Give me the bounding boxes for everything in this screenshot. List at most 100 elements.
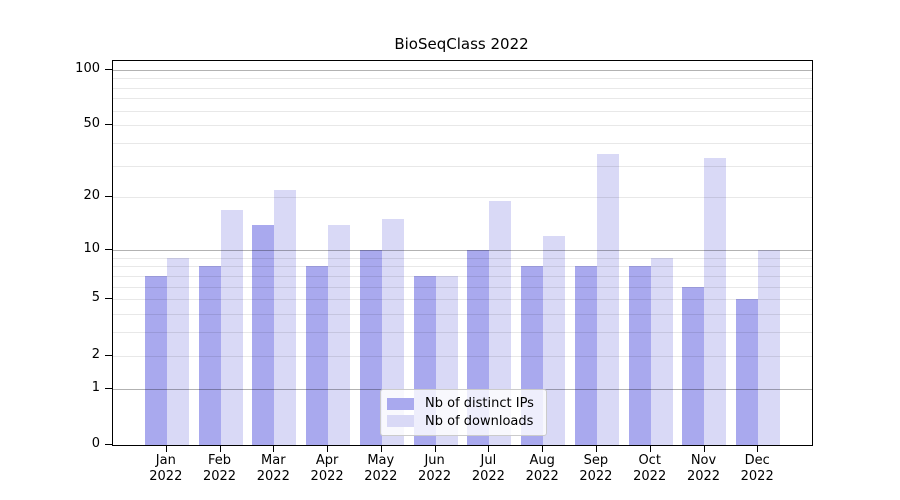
- gridline-80: [113, 87, 812, 89]
- bar-distinct-ips-mar: [252, 224, 275, 445]
- x-tick-jul: [488, 445, 490, 452]
- x-tick-nov: [703, 445, 705, 452]
- x-tick-label-year: 2022: [525, 468, 559, 484]
- legend-swatch-distinct-ips: [387, 397, 414, 410]
- bar-downloads-feb: [220, 209, 243, 445]
- y-tick-5: [105, 298, 112, 300]
- x-tick-label-month: Dec: [744, 453, 770, 468]
- legend-label-distinct-ips: Nb of distinct IPs: [425, 396, 534, 412]
- y-tick-label-2: 2: [91, 346, 100, 362]
- x-tick-label-jan: Jan 2022: [136, 453, 196, 484]
- y-tick-label-50: 50: [83, 116, 100, 132]
- y-tick-10: [105, 248, 112, 250]
- bar-downloads-jan: [166, 257, 189, 445]
- plot-area: [112, 60, 813, 446]
- gridline-8: [113, 266, 812, 268]
- y-tick-100: [105, 68, 112, 70]
- gridline-6: [113, 286, 812, 288]
- x-tick-label-aug: Aug 2022: [512, 453, 572, 484]
- x-tick-label-may: May 2022: [351, 453, 411, 484]
- y-tick-1: [105, 387, 112, 389]
- x-tick-label-month: Apr: [315, 453, 339, 468]
- y-tick-50: [105, 124, 112, 126]
- x-tick-label-year: 2022: [202, 468, 237, 484]
- x-tick-label-year: 2022: [740, 468, 774, 484]
- bar-distinct-ips-dec: [736, 299, 759, 445]
- bar-downloads-mar: [274, 189, 297, 445]
- y-tick-label-10: 10: [83, 240, 100, 256]
- x-tick-label-apr: Apr 2022: [297, 453, 357, 484]
- gridline-10: [113, 249, 812, 251]
- x-tick-label-jun: Jun 2022: [405, 453, 465, 484]
- gridline-40: [113, 142, 812, 144]
- x-tick-label-month: Sep: [583, 453, 609, 468]
- x-tick-label-year: 2022: [310, 468, 344, 484]
- bar-downloads-apr: [328, 224, 351, 445]
- y-tick-label-1: 1: [91, 379, 100, 395]
- y-tick-label-5: 5: [91, 290, 100, 306]
- x-tick-mar: [273, 445, 275, 452]
- x-tick-label-month: May: [367, 453, 395, 468]
- x-tick-label-month: Nov: [690, 453, 717, 468]
- bar-distinct-ips-apr: [306, 266, 329, 445]
- gridline-50: [113, 125, 812, 127]
- bar-distinct-ips-sep: [574, 266, 597, 445]
- x-tick-label-year: 2022: [579, 468, 613, 484]
- x-tick-jun: [434, 445, 436, 452]
- legend-label-downloads: Nb of downloads: [425, 413, 534, 429]
- x-tick-label-year: 2022: [149, 468, 183, 484]
- y-tick-2: [105, 354, 112, 356]
- gridline-3: [113, 332, 812, 334]
- x-tick-label-year: 2022: [686, 468, 721, 484]
- gridline-7: [113, 275, 812, 277]
- x-tick-sep: [595, 445, 597, 452]
- x-tick-label-feb: Feb 2022: [190, 453, 250, 484]
- x-tick-label-year: 2022: [633, 468, 667, 484]
- x-tick-may: [380, 445, 382, 452]
- x-tick-label-month: Jun: [424, 453, 445, 468]
- x-tick-label-year: 2022: [256, 468, 290, 484]
- legend: Nb of distinct IPs Nb of downloads: [380, 389, 547, 436]
- x-tick-label-mar: Mar 2022: [243, 453, 303, 484]
- bar-distinct-ips-nov: [682, 286, 705, 445]
- x-tick-label-month: Oct: [638, 453, 661, 468]
- bar-downloads-jul: [489, 201, 512, 445]
- x-tick-label-month: Mar: [261, 453, 286, 468]
- gridline-4: [113, 314, 812, 316]
- x-tick-apr: [327, 445, 329, 452]
- gridline-20: [113, 197, 812, 199]
- y-tick-label-0: 0: [91, 436, 100, 451]
- x-tick-label-year: 2022: [471, 468, 505, 484]
- x-tick-label-sep: Sep 2022: [566, 453, 626, 484]
- y-tick-0: [105, 444, 112, 445]
- x-tick-label-month: Jan: [155, 453, 176, 468]
- gridline-90: [113, 78, 812, 79]
- y-tick-label-100: 100: [75, 60, 100, 76]
- x-tick-label-nov: Nov 2022: [674, 453, 734, 484]
- legend-item-distinct-ips: Nb of distinct IPs: [387, 395, 540, 413]
- gridline-70: [113, 98, 812, 100]
- x-tick-label-jul: Jul 2022: [458, 453, 518, 484]
- bar-downloads-may: [381, 219, 404, 445]
- x-tick-jan: [165, 445, 167, 452]
- bar-downloads-aug: [543, 236, 566, 445]
- x-tick-label-month: Aug: [529, 453, 555, 468]
- x-tick-label-oct: Oct 2022: [620, 453, 680, 484]
- x-tick-aug: [542, 445, 544, 452]
- y-tick-label-20: 20: [83, 188, 100, 204]
- x-tick-feb: [219, 445, 221, 452]
- gridline-60: [113, 110, 812, 112]
- bar-downloads-oct: [650, 257, 673, 445]
- chart-title: BioSeqClass 2022: [394, 35, 529, 53]
- gridline-9: [113, 257, 812, 259]
- x-tick-label-year: 2022: [418, 468, 452, 484]
- x-tick-label-year: 2022: [364, 468, 398, 484]
- x-tick-label-dec: Dec 2022: [727, 453, 787, 484]
- bar-distinct-ips-feb: [198, 266, 221, 445]
- bar-distinct-ips-oct: [628, 266, 651, 445]
- x-tick-label-month: Feb: [207, 453, 232, 468]
- gridline-5: [113, 299, 812, 301]
- gridline-100: [113, 69, 812, 71]
- gridline-30: [113, 165, 812, 167]
